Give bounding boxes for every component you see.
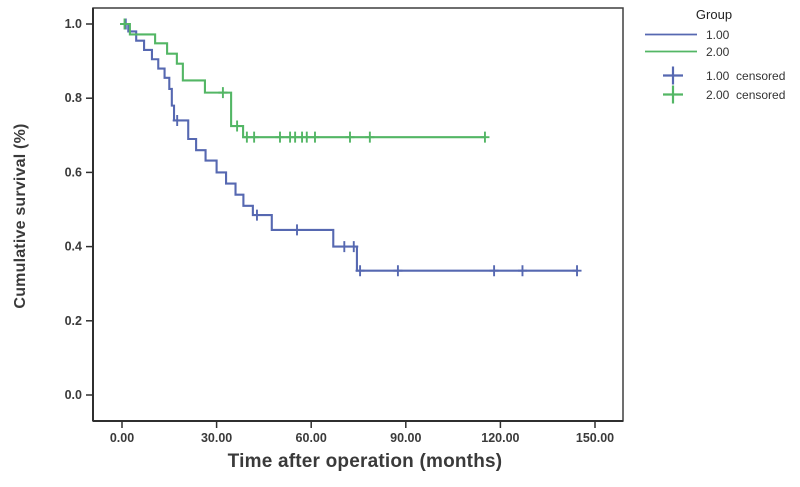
y-tick-label: 0.8 bbox=[65, 91, 82, 105]
y-tick-label: 0.6 bbox=[65, 165, 82, 179]
y-tick-label: 1.0 bbox=[65, 17, 82, 31]
legend-label-group-2: 2.00 bbox=[706, 44, 730, 59]
x-tick-label: 150.00 bbox=[576, 431, 614, 445]
line-swatch-group-1 bbox=[645, 33, 697, 36]
line-swatch-group-2 bbox=[645, 50, 697, 53]
x-tick-label: 90.00 bbox=[390, 431, 421, 445]
y-tick-label: 0.2 bbox=[65, 314, 82, 328]
y-axis-title: Cumulative survival (%) bbox=[12, 123, 29, 309]
legend-label-group-2-censored: 2.00 censored bbox=[706, 87, 786, 102]
plus-swatch-group-1 bbox=[663, 66, 683, 85]
plot-area-border bbox=[92, 7, 624, 422]
legend-entry-group-1-censored: 1.00 censored bbox=[630, 66, 798, 85]
plus-swatch-group-2 bbox=[663, 85, 683, 104]
x-tick-label: 60.00 bbox=[296, 431, 327, 445]
x-tick-label: 120.00 bbox=[481, 431, 519, 445]
x-tick-label: 0.00 bbox=[110, 431, 134, 445]
legend-entry-group-1: 1.00 bbox=[630, 26, 798, 43]
legend-label-group-1: 1.00 bbox=[706, 27, 730, 42]
legend-label-group-1-censored: 1.00 censored bbox=[706, 68, 786, 83]
y-tick-label: 0.0 bbox=[65, 388, 82, 402]
legend: Group 1.00 2.00 1.00 censored 2.00 censo… bbox=[630, 7, 798, 104]
legend-title: Group bbox=[695, 7, 733, 22]
x-axis-title: Time after operation (months) bbox=[227, 451, 503, 472]
censor-marks-group-2 bbox=[120, 18, 490, 143]
y-tick-label: 0.4 bbox=[65, 240, 82, 254]
legend-entry-group-2: 2.00 bbox=[630, 43, 798, 60]
legend-entry-group-2-censored: 2.00 censored bbox=[630, 85, 798, 104]
x-tick-label: 30.00 bbox=[201, 431, 232, 445]
